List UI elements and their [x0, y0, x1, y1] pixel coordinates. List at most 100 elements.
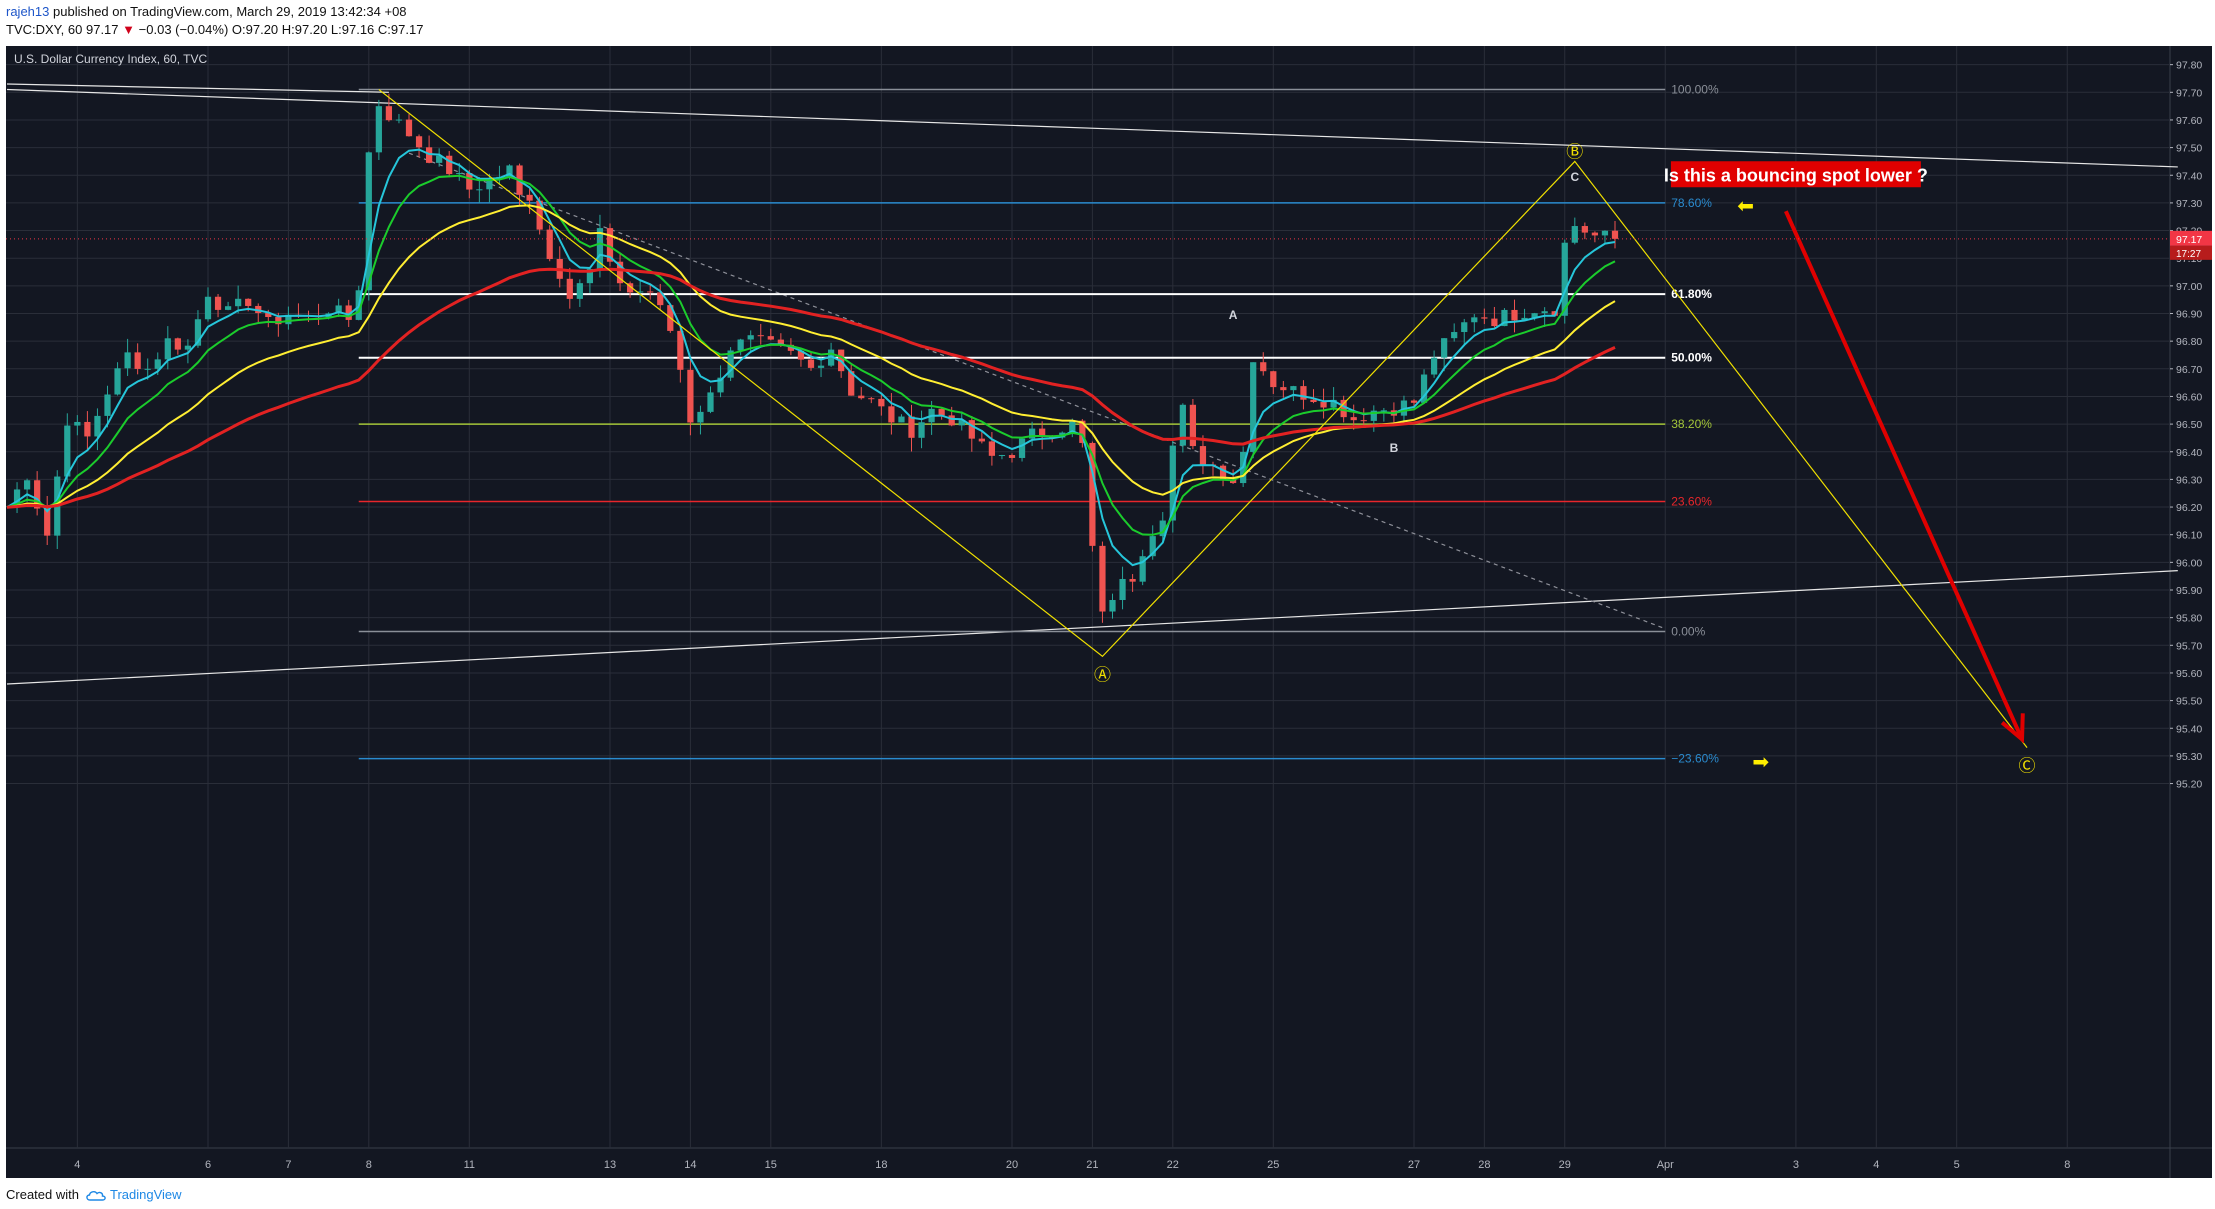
time-axis-labels: 4 6 7 8 11 13 14 15 18 20 21 22 25 27 28 29 Apr 3 4 5 8 — [74, 1159, 2070, 1171]
price-tick-label: 96.20 — [2176, 502, 2202, 514]
forecast-arrow-head — [2000, 713, 2025, 744]
trendline — [6, 570, 2178, 685]
abc-point-label: Ⓐ — [1094, 665, 1111, 685]
candle-body — [938, 408, 945, 416]
candle-body — [1581, 226, 1588, 233]
candle-body — [657, 292, 664, 306]
price-axis-labels: 97.9097.8097.7097.6097.5097.4097.3097.20… — [2170, 60, 2212, 791]
moving-averages — [6, 148, 1616, 567]
fib-level-label: 61.80% — [1671, 287, 1712, 301]
candle-body — [436, 155, 443, 163]
candle-body — [415, 136, 423, 148]
footer: Created with TradingView — [6, 1187, 182, 1202]
candle-body — [1260, 362, 1267, 372]
time-tick-label: 22 — [1167, 1159, 1179, 1171]
candle-body — [717, 377, 724, 393]
fib-level-label: 23.60% — [1671, 495, 1712, 509]
tradingview-brand-link[interactable]: TradingView — [110, 1187, 182, 1202]
candle-body — [1591, 232, 1599, 236]
time-tick-label: 15 — [765, 1159, 777, 1171]
price-tick-label: 97.50 — [2176, 143, 2202, 155]
candle-body — [1310, 399, 1317, 403]
candle-body — [1219, 465, 1227, 480]
price-tick-label: 96.40 — [2176, 447, 2202, 459]
price-tick-label: 96.60 — [2176, 391, 2202, 403]
price-tick-label: 96.50 — [2176, 419, 2202, 431]
candle-body — [1018, 438, 1026, 458]
time-tick-label: 20 — [1006, 1159, 1018, 1171]
wave-label: B — [1390, 441, 1399, 455]
publisher-text: published on TradingView.com, March 29, … — [53, 4, 407, 19]
candle-body — [1541, 311, 1548, 314]
candle-body — [405, 119, 413, 137]
candle-body — [375, 106, 382, 153]
candle-body — [456, 173, 463, 175]
candle-body — [124, 352, 131, 369]
time-tick-label: 4 — [1873, 1159, 1879, 1171]
candle-body — [224, 306, 232, 310]
candle-body — [797, 350, 805, 360]
last-price: 97.17 — [85, 22, 119, 37]
candle-body — [345, 305, 352, 320]
time-tick-label: 29 — [1559, 1159, 1571, 1171]
candle-body — [1511, 309, 1518, 321]
trendline — [6, 83, 389, 93]
candle-body — [1300, 386, 1307, 400]
candle-body — [1501, 309, 1508, 327]
countdown-tag — [2170, 245, 2212, 260]
candle-body — [74, 421, 81, 426]
candle-body — [446, 155, 453, 175]
candle-body — [697, 411, 704, 423]
price-tick-label: 97.00 — [2176, 281, 2202, 293]
price-tick-label: 95.50 — [2176, 696, 2202, 708]
candle-body — [908, 416, 915, 438]
candle-body — [1159, 520, 1166, 537]
candle-body — [1481, 317, 1488, 319]
candle-body — [1099, 545, 1106, 612]
pointer-arrow-icon: ➡ — [1752, 749, 1769, 773]
candle-body — [988, 441, 996, 456]
candle-body — [968, 420, 975, 439]
candle-body — [848, 371, 855, 396]
tradingview-cloud-icon — [85, 1191, 106, 1201]
candle-body — [767, 336, 774, 340]
candle-body — [64, 425, 71, 477]
axis-corner — [2170, 1148, 2212, 1178]
price-tick-label: 95.90 — [2176, 585, 2202, 597]
chart-title: U.S. Dollar Currency Index, 60, TVC — [14, 52, 208, 66]
time-tick-label: 8 — [2064, 1159, 2070, 1171]
candle-body — [958, 420, 965, 426]
price-chart[interactable]: 100.00% 78.60% 61.80% 50.00% 38.20% 23.60% 0.0… — [0, 44, 2215, 1182]
price-tick-label: 95.40 — [2176, 723, 2202, 735]
candle-body — [84, 421, 91, 437]
candle-body — [606, 228, 614, 262]
candle-body — [214, 296, 222, 310]
time-tick-label: 5 — [1954, 1159, 1960, 1171]
publish-header: rajeh13 published on TradingView.com, Ma… — [0, 0, 2215, 44]
candle-body — [576, 283, 583, 299]
candle-body — [154, 359, 161, 369]
candle-body — [998, 455, 1006, 457]
publisher-username[interactable]: rajeh13 — [6, 4, 50, 19]
time-tick-label: Apr — [1657, 1159, 1674, 1171]
candle-body — [888, 406, 895, 423]
abc-pattern: Ⓐ Ⓑ Ⓒ — [378, 89, 2036, 777]
candle-body — [647, 291, 654, 293]
candle-body — [948, 415, 955, 426]
time-tick-label: 8 — [366, 1159, 372, 1171]
candle-body — [1461, 322, 1468, 333]
time-tick-label: 18 — [875, 1159, 887, 1171]
candle-body — [586, 269, 594, 284]
countdown-label: 17:27 — [2176, 249, 2201, 260]
price-tick-label: 97.70 — [2176, 87, 2202, 99]
candle-body — [1270, 371, 1277, 388]
annotations: A B C Is this a bouncing spot lower ? ⬅ ➡ — [6, 161, 2170, 773]
candle-body — [1380, 410, 1387, 412]
candle-body — [104, 394, 111, 416]
candle-body — [1008, 455, 1016, 458]
time-tick-label: 6 — [205, 1159, 211, 1171]
candle-body — [747, 335, 754, 340]
candle-body — [817, 365, 825, 368]
fib-level-label: 78.60% — [1671, 196, 1712, 210]
candle-body — [1109, 600, 1116, 612]
